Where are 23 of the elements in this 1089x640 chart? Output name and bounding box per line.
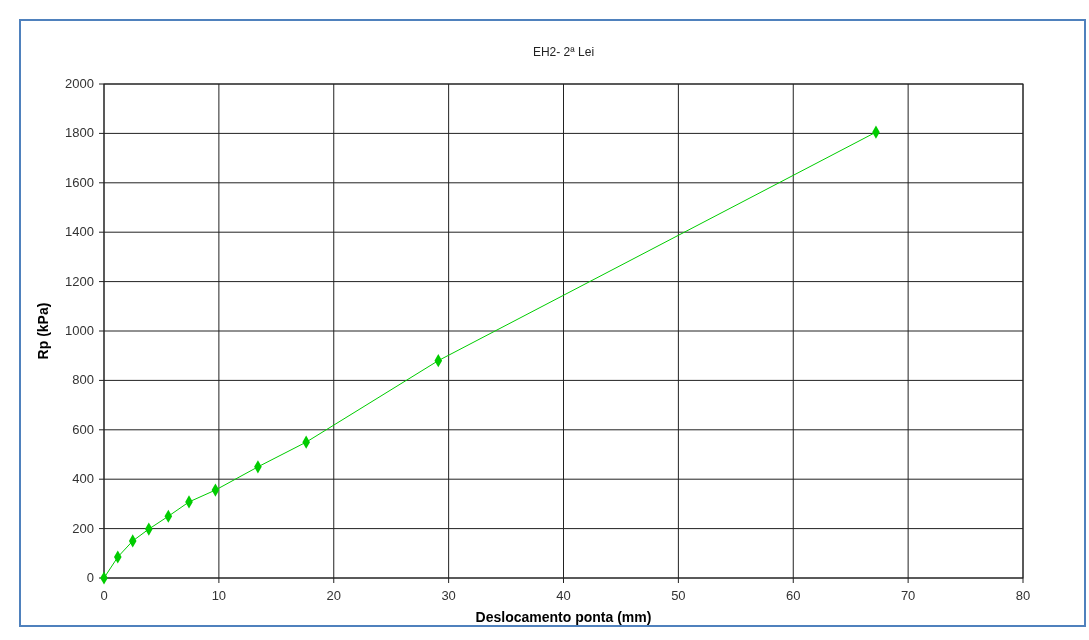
x-tick-label: 80 [1015, 588, 1031, 603]
chart-title: EH2- 2ª Lei [532, 45, 595, 59]
x-tick-label: 20 [326, 588, 341, 603]
x-tick-label: 10 [211, 588, 227, 603]
x-axis-title: Deslocamento ponta (mm) [475, 609, 652, 625]
x-tick-label: 70 [900, 588, 916, 603]
x-tick-label: 60 [786, 588, 801, 603]
y-tick-label: 600 [72, 421, 94, 437]
y-tick-label: 1000 [65, 323, 94, 338]
y-axis-title: Rp (kPa) [35, 302, 51, 360]
y-tick-label: 1600 [65, 174, 94, 190]
y-tick-label: 200 [72, 520, 94, 536]
y-tick-label: 2000 [65, 76, 94, 91]
x-tick-label: 0 [100, 588, 108, 603]
y-tick-label: 0 [86, 570, 94, 585]
y-tick-label: 800 [72, 372, 94, 388]
y-tick-label: 1800 [65, 125, 94, 141]
y-tick-label: 1200 [65, 273, 94, 289]
x-tick-label: 50 [671, 588, 686, 603]
x-tick-label: 30 [441, 588, 456, 603]
y-tick-label: 400 [72, 471, 94, 487]
x-tick-label: 40 [556, 588, 571, 603]
y-tick-label: 1400 [65, 224, 94, 240]
